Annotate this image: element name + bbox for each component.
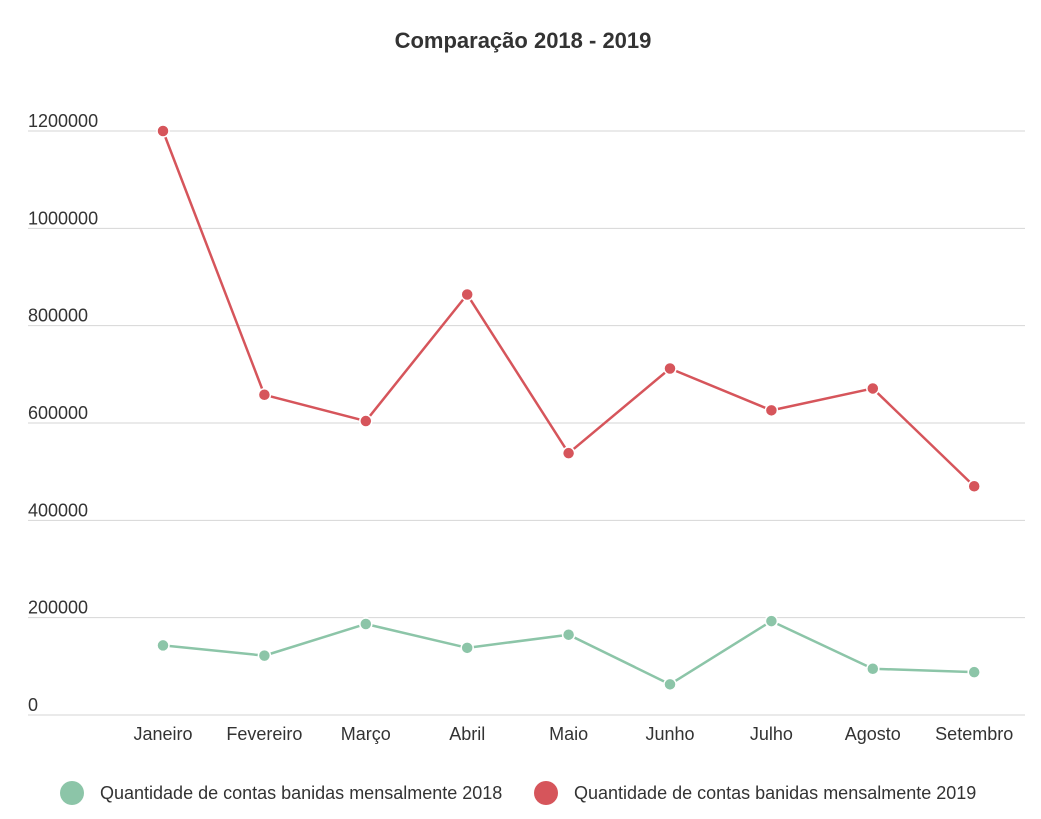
data-point[interactable] <box>561 446 576 460</box>
data-point[interactable] <box>866 381 880 396</box>
data-point[interactable] <box>561 627 576 642</box>
legend-item[interactable]: Quantidade de contas banidas mensalmente… <box>60 781 502 805</box>
data-point[interactable] <box>866 662 880 676</box>
y-tick-label: 0 <box>28 695 38 715</box>
data-point[interactable] <box>967 665 981 679</box>
data-point[interactable] <box>359 617 373 631</box>
series-2 <box>156 124 981 494</box>
legend-item[interactable]: Quantidade de contas banidas mensalmente… <box>534 781 976 805</box>
y-tick-label: 800000 <box>28 306 88 326</box>
x-tick-label: Março <box>341 724 391 744</box>
x-tick-label: Janeiro <box>133 724 192 744</box>
data-point[interactable] <box>257 648 272 663</box>
data-point[interactable] <box>359 414 373 428</box>
legend-label: Quantidade de contas banidas mensalmente… <box>574 783 976 803</box>
chart-title: Comparação 2018 - 2019 <box>395 28 652 53</box>
x-tick-label: Junho <box>645 724 694 744</box>
series-1 <box>156 614 981 692</box>
data-point[interactable] <box>460 287 474 302</box>
x-tick-label: Maio <box>549 724 588 744</box>
series-line <box>161 130 976 488</box>
data-point[interactable] <box>460 641 474 655</box>
data-point[interactable] <box>156 638 170 653</box>
y-tick-label: 1000000 <box>28 208 98 228</box>
y-tick-label: 1200000 <box>28 111 98 131</box>
series-layer <box>156 124 981 692</box>
y-axis: 0 200000 400000 600000 800000 1000000 1200000 <box>28 111 98 715</box>
legend-swatch <box>534 781 558 805</box>
data-point[interactable] <box>663 361 677 376</box>
y-tick-label: 200000 <box>28 598 88 618</box>
data-point[interactable] <box>663 677 677 692</box>
legend: Quantidade de contas banidas mensalmente… <box>60 781 976 805</box>
data-point[interactable] <box>764 403 779 418</box>
y-tick-label: 600000 <box>28 403 88 423</box>
grid-layer <box>28 130 1025 716</box>
x-axis: Janeiro Fevereiro Março Abril Maio Junho Julho… <box>133 724 1013 744</box>
x-tick-label: Agosto <box>845 724 901 744</box>
legend-label: Quantidade de contas banidas mensalmente… <box>100 783 502 803</box>
data-point[interactable] <box>967 479 981 494</box>
data-point[interactable] <box>257 388 272 402</box>
x-tick-label: Setembro <box>935 724 1013 744</box>
x-tick-label: Abril <box>449 724 485 744</box>
data-point[interactable] <box>764 614 779 628</box>
x-tick-label: Fevereiro <box>226 724 302 744</box>
y-tick-label: 400000 <box>28 500 88 520</box>
legend-swatch <box>60 781 84 805</box>
data-point[interactable] <box>156 124 170 138</box>
x-tick-label: Julho <box>750 724 793 744</box>
